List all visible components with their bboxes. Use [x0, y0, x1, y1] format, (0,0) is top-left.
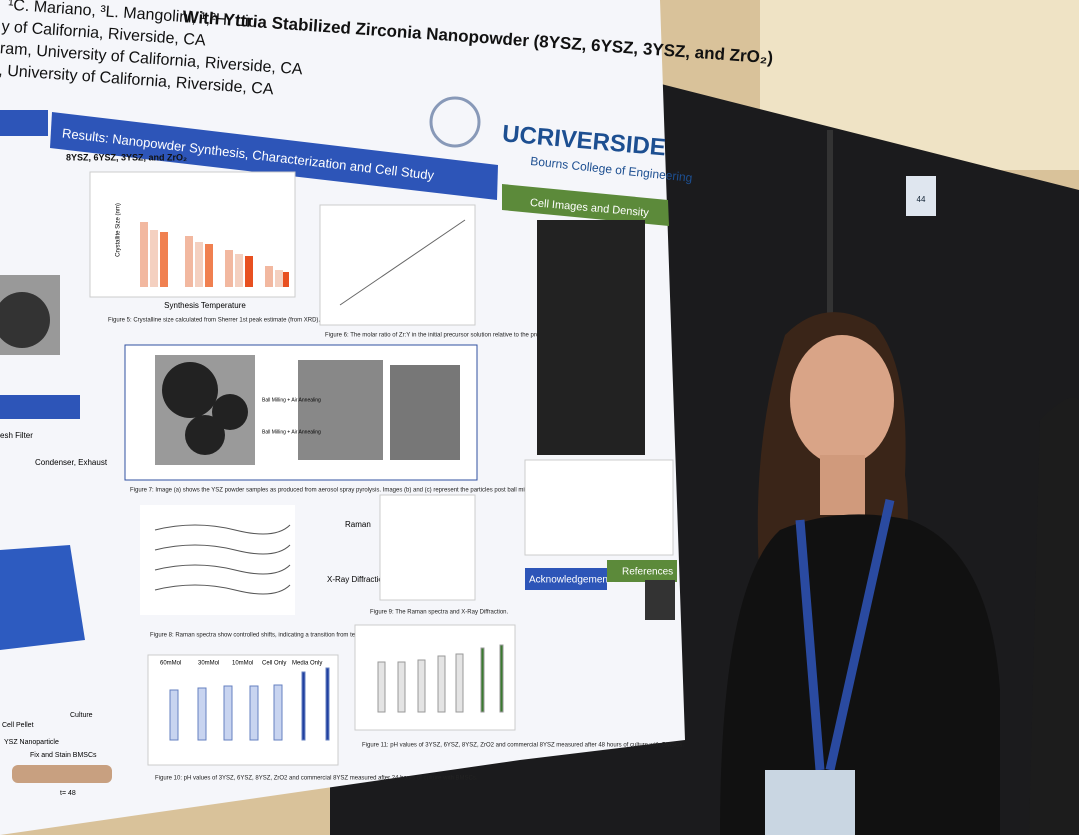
shape	[235, 254, 243, 287]
shape	[397, 661, 406, 713]
particle	[185, 415, 225, 455]
shape	[301, 671, 306, 741]
shape	[223, 685, 233, 741]
shape	[499, 644, 504, 713]
caption: Figure 11: pH values of 3YSZ, 6YSZ, 8YSZ…	[362, 743, 684, 749]
shape	[273, 684, 283, 741]
caption: Figure 6: The molar ratio of Zr:Y in the…	[325, 333, 551, 339]
shape	[245, 256, 253, 287]
fig10-bars	[169, 667, 330, 741]
tem-image	[390, 365, 460, 460]
shape	[437, 655, 446, 713]
shape	[150, 230, 158, 287]
subheading: 8YSZ, 6YSZ, 3YSZ, and ZrO₂	[66, 152, 187, 162]
left-label: Condenser, Exhaust	[35, 458, 108, 467]
ack-header	[525, 568, 607, 590]
legend: 60mMol 30mMol 10mMol Cell Only Media Onl…	[160, 661, 322, 667]
ref-header	[607, 560, 677, 582]
particle	[212, 394, 248, 430]
left-label: t= 48	[60, 790, 76, 797]
figure	[140, 505, 295, 615]
lattice-diagram	[0, 545, 85, 650]
spectra	[154, 524, 291, 595]
process-label: Ball Milling + Air Annealing	[262, 397, 321, 403]
shape	[377, 661, 386, 713]
left-label: Fix and Stain BMSCs	[30, 752, 97, 759]
top	[720, 514, 1000, 835]
shape	[249, 685, 259, 741]
badge-card	[906, 176, 936, 216]
shape	[265, 266, 273, 287]
petri-dish	[12, 765, 112, 783]
figure	[147, 654, 339, 766]
shape	[225, 250, 233, 287]
left-label: esh Filter	[0, 431, 33, 440]
cell-image-grid	[537, 220, 645, 455]
legend-item: Cell Only	[262, 661, 286, 667]
legend-item: 10mMol	[232, 661, 253, 667]
shape	[185, 236, 193, 287]
left-label: Culture	[70, 712, 93, 719]
cell-header	[502, 184, 669, 226]
neck	[820, 455, 865, 515]
caption: Figure 9: The Raman spectra and X-Ray Di…	[370, 610, 509, 616]
legend-item: 60mMol	[160, 661, 181, 667]
shape	[325, 667, 330, 741]
figure	[379, 494, 476, 601]
fig9-label: X-Ray Diffraction	[327, 575, 387, 584]
shape	[417, 659, 426, 713]
legend-item: Media Only	[292, 661, 322, 667]
face	[790, 335, 894, 465]
shape	[205, 244, 213, 287]
poster-number: 44	[917, 195, 926, 204]
lanyard	[795, 499, 895, 771]
shape	[283, 272, 289, 287]
figure	[524, 459, 674, 556]
left-header	[0, 395, 80, 419]
fig5-bars	[140, 222, 289, 287]
particle	[162, 362, 218, 418]
other-person	[1029, 397, 1079, 835]
caption: Figure 7: Image (a) shows the YSZ powder…	[130, 488, 583, 494]
left-header	[0, 110, 48, 136]
brain-logo-mark	[0, 292, 50, 348]
figure	[319, 204, 476, 326]
shape	[480, 647, 485, 713]
name-badge	[765, 770, 855, 835]
shape	[140, 222, 148, 287]
shape	[160, 232, 168, 287]
caption: Figure 5: Crystalline size calculated fr…	[108, 318, 320, 324]
axis-label: Crystallite Size (nm)	[116, 203, 122, 257]
tem-image	[298, 360, 383, 460]
results-header	[50, 112, 498, 200]
caption: Figure 10: pH values of 3YSZ, 6YSZ, 8YSZ…	[155, 776, 478, 782]
legend-item: 30mMol	[198, 661, 219, 667]
left-label: YSZ Nanoparticle	[4, 739, 59, 746]
fig6-line	[339, 219, 466, 306]
caption: Figure 8: Raman spectra show controlled …	[150, 633, 419, 639]
shape	[195, 242, 203, 287]
uc-seal	[429, 96, 481, 148]
ref-heading: References	[622, 567, 673, 578]
process-label: Ball Milling + Air Annealing	[262, 429, 321, 435]
shape	[197, 687, 207, 741]
fig9-label: Raman	[345, 520, 371, 529]
ack-heading: Acknowledgements	[529, 575, 616, 586]
axis-label: Synthesis Temperature	[164, 301, 246, 310]
shape	[169, 689, 179, 741]
fig11-bars	[377, 644, 504, 713]
shape	[455, 653, 464, 713]
left-label: Cell Pellet	[2, 722, 34, 729]
shape	[275, 270, 283, 287]
qr-code	[645, 580, 675, 620]
